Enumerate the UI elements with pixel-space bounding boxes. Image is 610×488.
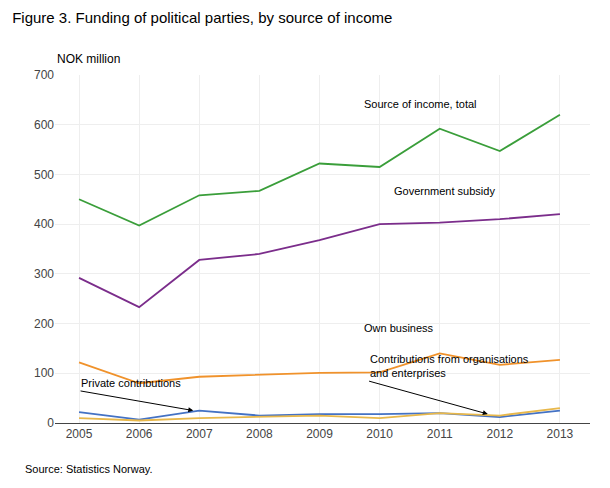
svg-text:2013: 2013 [547, 427, 574, 441]
svg-text:2011: 2011 [427, 427, 453, 441]
svg-text:0: 0 [47, 416, 54, 430]
svg-text:2010: 2010 [366, 427, 393, 441]
svg-text:2008: 2008 [246, 427, 273, 441]
svg-text:NOK million: NOK million [57, 52, 120, 66]
svg-text:2007: 2007 [186, 427, 213, 441]
svg-text:100: 100 [34, 366, 54, 380]
svg-text:Contributions from organisatio: Contributions from organisationsand ente… [370, 353, 529, 379]
svg-text:600: 600 [34, 118, 54, 132]
svg-text:Figure 3. Funding of political: Figure 3. Funding of political parties, … [12, 9, 392, 26]
svg-text:2012: 2012 [486, 427, 513, 441]
svg-text:2005: 2005 [66, 427, 93, 441]
svg-text:Private contributions: Private contributions [81, 377, 181, 389]
svg-text:500: 500 [34, 168, 54, 182]
svg-text:400: 400 [34, 217, 54, 231]
svg-text:2006: 2006 [126, 427, 153, 441]
svg-text:Government subsidy: Government subsidy [394, 185, 495, 197]
svg-text:300: 300 [34, 267, 54, 281]
svg-text:700: 700 [34, 68, 54, 82]
svg-text:Own business: Own business [364, 322, 434, 334]
svg-text:Source of income, total: Source of income, total [364, 98, 477, 110]
svg-text:200: 200 [34, 317, 54, 331]
svg-text:2009: 2009 [306, 427, 333, 441]
svg-text:Source: Statistics Norway.: Source: Statistics Norway. [25, 463, 153, 475]
